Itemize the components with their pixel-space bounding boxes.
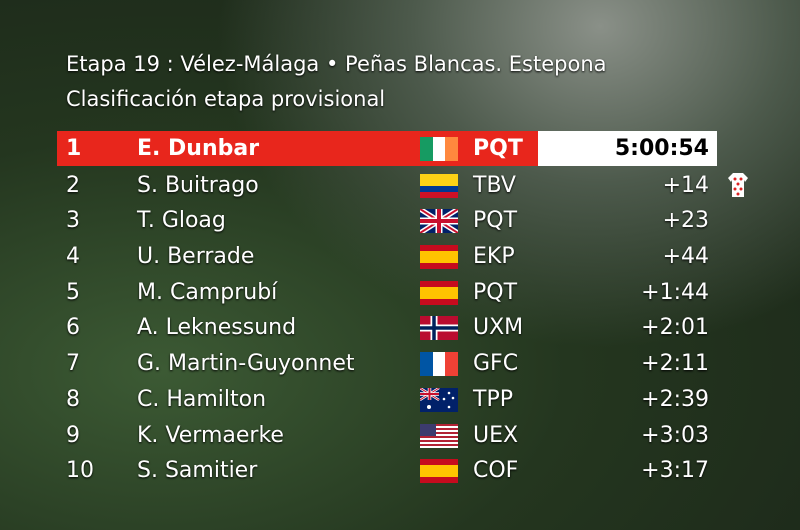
rider: C. Hamilton (137, 387, 267, 412)
flag (420, 388, 458, 412)
flag (420, 245, 458, 269)
team: TPP (473, 387, 513, 412)
team: UEX (473, 423, 519, 448)
result-row: 5 M. Camprubí PQT +1:44 (57, 275, 717, 310)
rider: S. Buitrago (137, 173, 259, 198)
flag (420, 459, 458, 483)
team: PQT (473, 136, 523, 161)
rank: 8 (66, 387, 80, 412)
rider: K. Vermaerke (137, 423, 284, 448)
result-row: 1 E. Dunbar PQT 5:00:54 (57, 131, 717, 166)
stage-subtitle: Clasificación etapa provisional (66, 87, 386, 111)
result-row: 7 G. Martin-Guyonnet GFC +2:11 (57, 346, 717, 381)
rank: 1 (66, 136, 82, 161)
flag (420, 316, 458, 340)
result-row: 10 S. Samitier COF +3:17 (57, 453, 717, 488)
rider: E. Dunbar (137, 136, 260, 161)
time: +3:17 (641, 458, 709, 483)
time: +2:01 (641, 315, 709, 340)
result-row: 2 S. Buitrago TBV +14 (57, 168, 748, 203)
time: 5:00:54 (614, 136, 709, 161)
team: EKP (473, 244, 515, 269)
team: COF (473, 458, 519, 483)
rider: U. Berrade (137, 244, 255, 269)
flag (420, 209, 458, 233)
rider: S. Samitier (137, 458, 258, 483)
team: TBV (473, 173, 516, 198)
result-row: 9 K. Vermaerke UEX +3:03 (57, 418, 717, 453)
rider: M. Camprubí (137, 280, 278, 305)
flag (420, 137, 458, 161)
flag (420, 352, 458, 376)
result-row: 3 T. Gloag PQT +23 (57, 203, 717, 238)
time: +3:03 (641, 423, 709, 448)
flag (420, 281, 458, 305)
flag (420, 424, 458, 448)
time: +2:39 (641, 387, 709, 412)
flag (420, 174, 458, 198)
team: PQT (473, 280, 518, 305)
stage-title: Etapa 19 : Vélez-Málaga • Peñas Blancas.… (66, 52, 607, 76)
rider: A. Leknessund (137, 315, 297, 340)
rank: 5 (66, 280, 80, 305)
time: +44 (662, 244, 709, 269)
mountain-jersey-icon (728, 173, 748, 197)
rank: 9 (66, 423, 80, 448)
result-row: 8 C. Hamilton TPP +2:39 (57, 382, 717, 417)
team: PQT (473, 208, 518, 233)
rank: 3 (66, 208, 80, 233)
result-row: 6 A. Leknessund UXM +2:01 (57, 310, 717, 345)
rider: G. Martin-Guyonnet (137, 351, 355, 376)
time: +14 (662, 173, 709, 198)
rank: 4 (66, 244, 80, 269)
time: +2:11 (641, 351, 709, 376)
rank: 2 (66, 173, 80, 198)
rider: T. Gloag (137, 208, 226, 233)
result-row: 4 U. Berrade EKP +44 (57, 239, 717, 274)
team: UXM (473, 315, 524, 340)
rank: 7 (66, 351, 80, 376)
time: +1:44 (641, 280, 709, 305)
team: GFC (473, 351, 519, 376)
rank: 10 (66, 458, 94, 483)
time: +23 (662, 208, 709, 233)
rank: 6 (66, 315, 80, 340)
